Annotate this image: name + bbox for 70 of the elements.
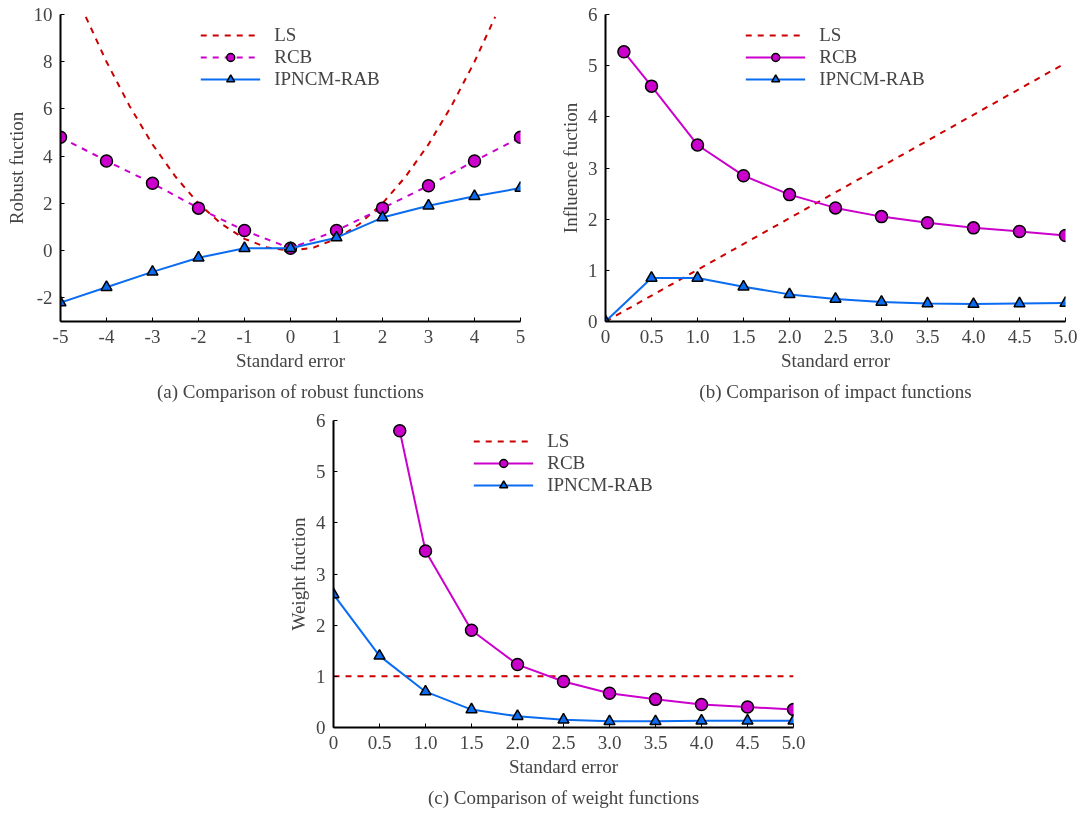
y-tick-label: 1 <box>316 665 326 687</box>
x-tick-label: 2.0 <box>505 731 530 753</box>
x-tick-label: 5.0 <box>1053 325 1078 347</box>
x-tick-label: -1 <box>236 325 253 347</box>
x-tick-label: 1.0 <box>685 325 710 347</box>
x-tick-label: 3.5 <box>643 731 668 753</box>
y-tick-label: 10 <box>33 4 53 25</box>
y-tick-label: 6 <box>43 98 53 120</box>
y-axis-title: Weight fuction <box>288 517 309 631</box>
x-tick-label: -2 <box>190 325 207 347</box>
y-tick-label: 3 <box>316 563 326 585</box>
legend-label: IPNCM-RAB <box>819 68 925 90</box>
x-tick-label: 4.0 <box>961 325 986 347</box>
x-tick-label: 3.0 <box>869 325 894 347</box>
x-tick-label: 5.0 <box>781 731 806 753</box>
x-tick-label: 0.5 <box>639 325 664 347</box>
legend-label: LS <box>819 24 842 46</box>
text: (c) Comparison of weight functions <box>427 786 700 809</box>
y-tick-label: 3 <box>588 157 598 179</box>
x-tick-label: 4.5 <box>735 731 760 753</box>
y-tick-label: 0 <box>588 311 598 332</box>
x-tick-label: 3.0 <box>597 731 622 753</box>
x-tick-label: 3 <box>423 325 434 347</box>
x-tick-label: 2.5 <box>551 731 576 753</box>
y-tick-label: 2 <box>316 614 326 636</box>
x-axis-title: Standard error <box>235 349 346 371</box>
text: (b) Comparison of impact functions <box>699 380 972 403</box>
y-tick-label: 4 <box>316 512 326 534</box>
x-tick-label: 4 <box>469 325 480 347</box>
y-tick-label: 5 <box>316 461 326 483</box>
x-tick-label: -3 <box>144 325 161 347</box>
x-axis-title: Standard error <box>508 755 619 777</box>
x-tick-label: 1.5 <box>731 325 756 347</box>
y-tick-label: 5 <box>588 55 598 77</box>
x-tick-label: 2.0 <box>777 325 802 347</box>
legend-label: IPNCM-RAB <box>547 474 653 496</box>
x-tick-label: 3.5 <box>915 325 940 347</box>
y-tick-label: -2 <box>36 287 53 309</box>
x-axis-title: Standard error <box>780 349 891 371</box>
y-tick-label: 0 <box>316 717 326 738</box>
y-axis-title: Influence fuction <box>560 102 581 234</box>
x-tick-label: 2 <box>377 325 388 347</box>
x-tick-label: 4.0 <box>689 731 714 753</box>
x-tick-label: 0.5 <box>367 731 392 753</box>
legend-label: LS <box>547 430 570 452</box>
x-tick-label: 1.0 <box>413 731 438 753</box>
legend-label: IPNCM-RAB <box>274 68 380 90</box>
x-tick-label: -5 <box>52 325 69 347</box>
x-tick-label: 2.5 <box>823 325 848 347</box>
x-tick-label: 4.5 <box>1007 325 1032 347</box>
x-tick-label: 0 <box>285 325 296 347</box>
y-tick-label: 6 <box>588 4 598 25</box>
y-tick-label: 6 <box>316 410 326 431</box>
x-tick-label: 1 <box>331 325 342 347</box>
legend-label: RCB <box>547 452 586 474</box>
y-tick-label: 4 <box>43 145 53 167</box>
text: (a) Comparison of robust functions <box>156 380 425 403</box>
y-tick-label: 4 <box>588 106 598 128</box>
y-tick-label: 8 <box>43 51 53 73</box>
y-tick-label: 1 <box>588 259 598 281</box>
legend-label: RCB <box>274 46 313 68</box>
y-tick-label: 0 <box>43 240 53 262</box>
y-axis-title: Robust fuction <box>5 111 27 225</box>
legend-label: RCB <box>819 46 858 68</box>
x-tick-label: 1.5 <box>459 731 484 753</box>
y-tick-label: 2 <box>588 208 598 230</box>
x-tick-label: -4 <box>98 325 115 347</box>
legend-label: LS <box>274 24 297 46</box>
y-tick-label: 2 <box>43 192 53 214</box>
x-tick-label: 5 <box>515 325 526 347</box>
